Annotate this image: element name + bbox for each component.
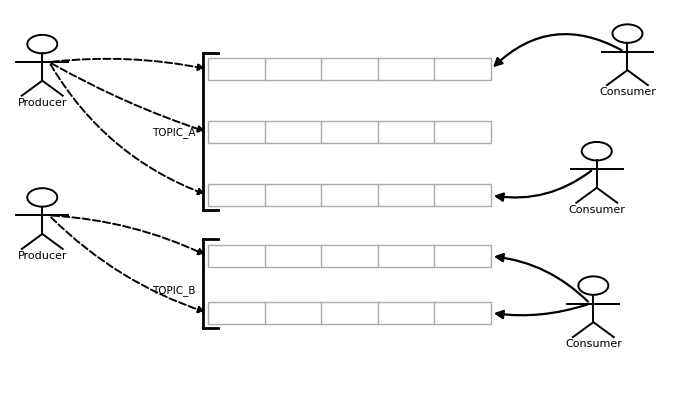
- Text: Consumer: Consumer: [599, 87, 656, 97]
- FancyArrowPatch shape: [496, 171, 591, 201]
- Bar: [208, 245, 491, 267]
- FancyArrowPatch shape: [52, 215, 203, 254]
- FancyArrowPatch shape: [50, 64, 203, 194]
- FancyArrowPatch shape: [51, 217, 203, 312]
- Text: TOPIC_B: TOPIC_B: [152, 285, 196, 296]
- Bar: [208, 58, 491, 80]
- Bar: [208, 121, 491, 143]
- Bar: [208, 184, 491, 206]
- Text: Consumer: Consumer: [568, 205, 625, 215]
- Text: Producer: Producer: [18, 251, 67, 261]
- FancyArrowPatch shape: [496, 254, 588, 302]
- Bar: [208, 302, 491, 324]
- FancyArrowPatch shape: [496, 304, 587, 318]
- Text: Consumer: Consumer: [565, 339, 622, 349]
- FancyArrowPatch shape: [52, 63, 203, 131]
- FancyArrowPatch shape: [495, 34, 621, 66]
- Text: TOPIC_A: TOPIC_A: [152, 127, 196, 138]
- Text: Producer: Producer: [18, 98, 67, 108]
- FancyArrowPatch shape: [52, 59, 203, 70]
